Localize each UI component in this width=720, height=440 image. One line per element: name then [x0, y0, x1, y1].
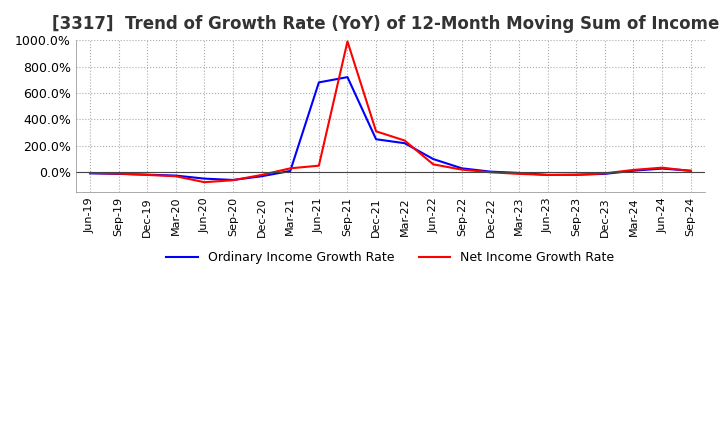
- Ordinary Income Growth Rate: [343, 74, 352, 80]
- Net Income Growth Rate: [600, 171, 609, 176]
- Ordinary Income Growth Rate: [315, 80, 323, 85]
- Line: Ordinary Income Growth Rate: Ordinary Income Growth Rate: [90, 77, 690, 180]
- Ordinary Income Growth Rate: [629, 168, 638, 173]
- Ordinary Income Growth Rate: [429, 157, 438, 162]
- Net Income Growth Rate: [171, 174, 180, 179]
- Net Income Growth Rate: [429, 162, 438, 167]
- Ordinary Income Growth Rate: [200, 176, 209, 181]
- Ordinary Income Growth Rate: [658, 166, 667, 171]
- Net Income Growth Rate: [114, 171, 123, 176]
- Net Income Growth Rate: [658, 165, 667, 170]
- Ordinary Income Growth Rate: [114, 171, 123, 176]
- Net Income Growth Rate: [572, 172, 580, 178]
- Net Income Growth Rate: [86, 170, 94, 176]
- Ordinary Income Growth Rate: [600, 171, 609, 176]
- Ordinary Income Growth Rate: [143, 172, 152, 177]
- Ordinary Income Growth Rate: [171, 173, 180, 178]
- Ordinary Income Growth Rate: [257, 174, 266, 179]
- Net Income Growth Rate: [200, 180, 209, 185]
- Net Income Growth Rate: [686, 169, 695, 174]
- Ordinary Income Growth Rate: [686, 168, 695, 173]
- Net Income Growth Rate: [400, 138, 409, 143]
- Net Income Growth Rate: [286, 166, 294, 171]
- Net Income Growth Rate: [486, 170, 495, 175]
- Net Income Growth Rate: [515, 171, 523, 176]
- Ordinary Income Growth Rate: [229, 177, 238, 183]
- Legend: Ordinary Income Growth Rate, Net Income Growth Rate: Ordinary Income Growth Rate, Net Income …: [161, 246, 619, 269]
- Ordinary Income Growth Rate: [486, 169, 495, 174]
- Net Income Growth Rate: [143, 172, 152, 178]
- Net Income Growth Rate: [229, 178, 238, 183]
- Net Income Growth Rate: [629, 167, 638, 172]
- Ordinary Income Growth Rate: [372, 136, 380, 142]
- Ordinary Income Growth Rate: [457, 166, 466, 171]
- Ordinary Income Growth Rate: [400, 140, 409, 146]
- Ordinary Income Growth Rate: [515, 170, 523, 176]
- Line: Net Income Growth Rate: Net Income Growth Rate: [90, 41, 690, 182]
- Ordinary Income Growth Rate: [572, 172, 580, 177]
- Ordinary Income Growth Rate: [286, 169, 294, 174]
- Title: [3317]  Trend of Growth Rate (YoY) of 12-Month Moving Sum of Incomes: [3317] Trend of Growth Rate (YoY) of 12-…: [52, 15, 720, 33]
- Net Income Growth Rate: [544, 172, 552, 178]
- Net Income Growth Rate: [343, 39, 352, 44]
- Net Income Growth Rate: [257, 172, 266, 178]
- Net Income Growth Rate: [457, 167, 466, 172]
- Ordinary Income Growth Rate: [544, 172, 552, 178]
- Net Income Growth Rate: [372, 128, 380, 134]
- Ordinary Income Growth Rate: [86, 171, 94, 176]
- Net Income Growth Rate: [315, 163, 323, 169]
